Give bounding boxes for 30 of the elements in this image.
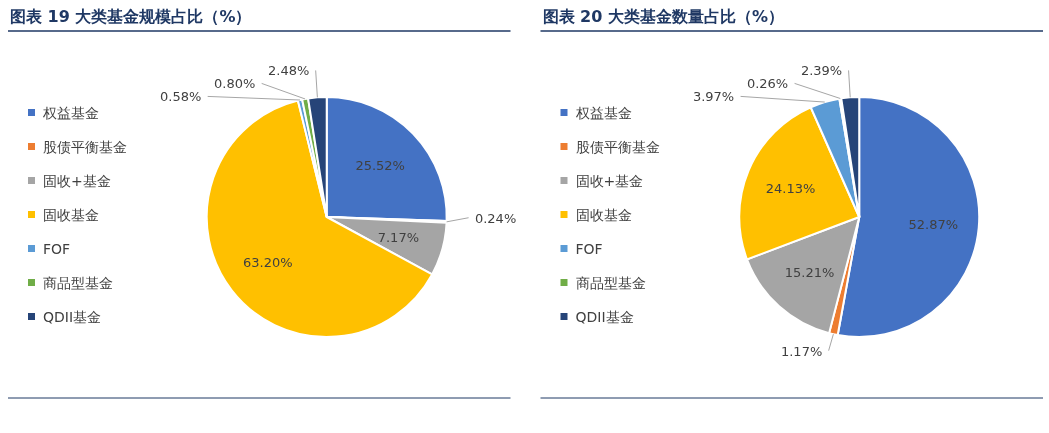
data-label: 25.52% — [355, 158, 405, 174]
data-label: 0.58% — [160, 89, 202, 105]
data-label: 3.97% — [692, 89, 735, 105]
data-label: 63.20% — [243, 255, 293, 271]
legend-label: QDII基金 — [575, 309, 634, 325]
legend-label: 权益基金 — [42, 105, 99, 121]
legend-label: 固收+基金 — [43, 173, 111, 189]
data-label: 2.48% — [268, 63, 310, 79]
data-label: 7.17% — [377, 230, 420, 246]
legend-label: 固收+基金 — [575, 173, 644, 189]
chart-title: 图表 19 大类基金规模占比（%） — [10, 7, 252, 26]
legend-label: QDII基金 — [43, 309, 102, 325]
data-label: 2.39% — [800, 63, 843, 79]
legend-label: 股债平衡基金 — [575, 139, 660, 155]
legend-label: 股债平衡基金 — [43, 139, 127, 155]
data-label: 0.80% — [214, 76, 256, 92]
legend-label: 商品型基金 — [575, 275, 646, 291]
data-label: 1.17% — [780, 343, 823, 359]
data-label: 0.24% — [474, 210, 517, 226]
data-label: 24.13% — [765, 181, 816, 197]
data-label: 0.26% — [746, 76, 789, 92]
data-label: 52.87% — [908, 216, 959, 232]
legend-label: 商品型基金 — [43, 275, 113, 291]
legend-label: 固收基金 — [43, 207, 99, 223]
data-label: 15.21% — [784, 265, 835, 281]
chart-title: 图表 20 大类基金数量占比（%） — [542, 7, 784, 26]
legend-label: 固收基金 — [575, 207, 632, 223]
legend-label: 权益基金 — [574, 105, 632, 121]
legend-label: FOF — [43, 241, 71, 257]
legend-label: FOF — [575, 241, 603, 257]
